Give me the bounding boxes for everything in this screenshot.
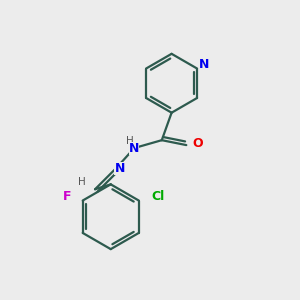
Text: H: H	[78, 177, 86, 188]
Text: Cl: Cl	[152, 190, 165, 203]
Text: N: N	[114, 162, 125, 175]
Text: N: N	[199, 58, 209, 71]
Text: F: F	[63, 190, 71, 203]
Text: H: H	[127, 136, 134, 146]
Text: O: O	[193, 136, 203, 150]
Text: N: N	[129, 142, 140, 154]
